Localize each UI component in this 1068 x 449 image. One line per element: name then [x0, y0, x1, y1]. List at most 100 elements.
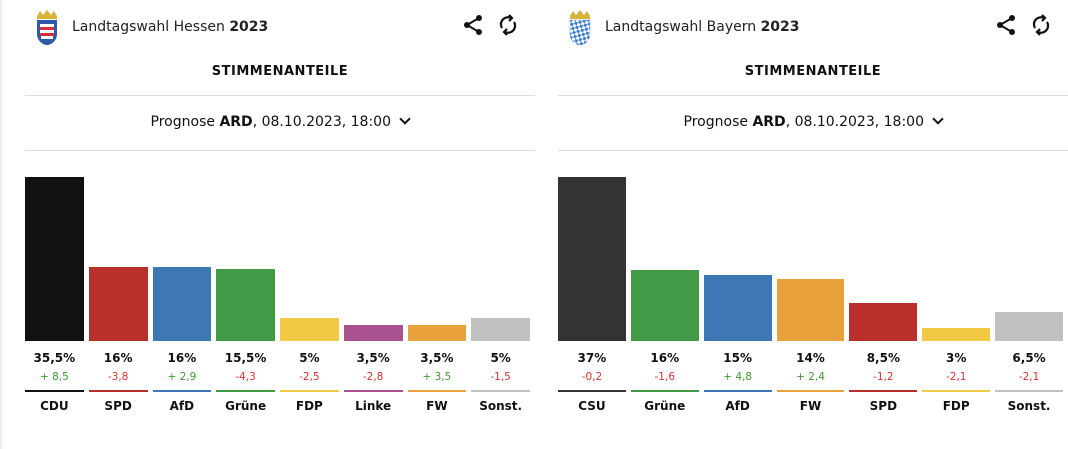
- diff-label: -1,5: [490, 371, 511, 383]
- bar: [407, 324, 467, 341]
- party-AfD: 16% + 2,9 AfD: [152, 170, 212, 415]
- vote-share-chart: 37% -0,2 CSU 16% -1,6 Grüne 15% + 4,8 Af…: [558, 170, 1068, 415]
- divider: [25, 150, 535, 151]
- panel-header: Landtagswahl Hessen 2023: [35, 8, 535, 48]
- bar: [630, 270, 699, 341]
- value-label: 37%: [577, 351, 607, 365]
- party-label: AfD: [725, 399, 750, 413]
- party-color-line: [776, 390, 845, 392]
- party-color-line: [995, 390, 1063, 392]
- divider: [558, 150, 1068, 151]
- diff-label: -1,2: [873, 371, 894, 383]
- party-SPD: 8,5% -1,2 SPD: [849, 170, 918, 415]
- party-FW: 3,5% + 3,5 FW: [407, 170, 467, 415]
- diff-label: -4,3: [235, 371, 256, 383]
- refresh-icon[interactable]: [496, 13, 522, 39]
- bar: [995, 312, 1063, 341]
- diff-label: -2,1: [1018, 371, 1040, 383]
- party-SPD: 16% -3,8 SPD: [88, 170, 148, 415]
- party-label: Sonst.: [1007, 399, 1051, 413]
- party-color-line: [558, 390, 626, 392]
- party-Linke: 3,5% -2,8 Linke: [343, 170, 403, 415]
- diff-label: -2,5: [299, 371, 320, 383]
- party-label: CDU: [40, 399, 69, 413]
- party-color-line: [25, 390, 84, 392]
- party-color-line: [471, 390, 530, 392]
- value-label: 3,5%: [356, 351, 390, 365]
- diff-label: + 8,5: [39, 371, 69, 383]
- party-CDU: 35,5% + 8,5 CDU: [25, 170, 84, 415]
- diff-label: + 2,4: [796, 371, 825, 383]
- left-edge: [0, 0, 2, 449]
- bar: [471, 317, 530, 341]
- party-label: FW: [426, 399, 448, 413]
- bar: [25, 177, 84, 341]
- party-label: Grüne: [644, 399, 686, 413]
- value-label: 16%: [103, 351, 133, 365]
- bar: [849, 303, 918, 341]
- diff-label: + 4,8: [723, 371, 753, 383]
- value-label: 16%: [167, 351, 197, 365]
- party-color-line: [849, 390, 918, 392]
- bar: [88, 267, 148, 341]
- party-label: Grüne: [225, 399, 267, 413]
- value-label: 15%: [723, 351, 752, 365]
- bar: [280, 317, 339, 341]
- divider: [25, 95, 535, 96]
- diff-label: + 3,5: [422, 371, 452, 383]
- value-label: 16%: [650, 351, 680, 365]
- diff-label: -2,8: [362, 371, 384, 383]
- bar: [216, 269, 275, 341]
- party-CSU: 37% -0,2 CSU: [558, 170, 626, 415]
- chevron-down-icon: [399, 113, 412, 125]
- diff-label: + 2,9: [167, 371, 197, 383]
- value-label: 5%: [490, 351, 511, 365]
- party-Sonst.: 5% -1,5 Sonst.: [471, 170, 530, 415]
- party-color-line: [280, 390, 339, 392]
- election-title: Landtagswahl Hessen 2023: [72, 19, 269, 35]
- bar: [152, 267, 212, 341]
- party-label: FW: [799, 399, 822, 413]
- bayern-panel: Landtagswahl Bayern 2023 STIMMENANTEILE …: [558, 0, 1068, 449]
- diff-label: -0,2: [581, 371, 603, 383]
- party-label: Sonst.: [479, 399, 523, 413]
- party-Grüne: 15,5% -4,3 Grüne: [216, 170, 275, 415]
- party-label: CSU: [578, 399, 606, 413]
- value-label: 15,5%: [224, 351, 267, 365]
- party-label: FDP: [295, 399, 323, 413]
- bar: [343, 324, 403, 341]
- bar: [922, 327, 991, 341]
- value-label: 35,5%: [33, 351, 76, 365]
- party-color-line: [343, 390, 403, 392]
- refresh-icon[interactable]: [1029, 13, 1055, 39]
- election-title: Landtagswahl Bayern 2023: [605, 19, 800, 35]
- bayern-coat-of-arms-logo: [568, 10, 592, 46]
- vote-share-chart: 35,5% + 8,5 CDU 16% -3,8 SPD 16% + 2,9 A…: [25, 170, 535, 415]
- share-icon[interactable]: [461, 13, 487, 39]
- party-label: SPD: [869, 399, 898, 413]
- diff-label: -1,6: [654, 371, 676, 383]
- party-color-line: [216, 390, 275, 392]
- section-title: STIMMENANTEILE: [211, 64, 349, 79]
- bar: [558, 177, 626, 341]
- chevron-down-icon: [932, 113, 945, 125]
- party-AfD: 15% + 4,8 AfD: [703, 170, 772, 415]
- forecast-selector[interactable]: Prognose ARD, 08.10.2023, 18:00: [558, 113, 1068, 130]
- value-label: 3%: [946, 351, 967, 365]
- party-color-line: [922, 390, 991, 392]
- party-FDP: 5% -2,5 FDP: [280, 170, 339, 415]
- value-label: 5%: [299, 351, 320, 365]
- value-label: 14%: [796, 351, 825, 365]
- party-Grüne: 16% -1,6 Grüne: [630, 170, 699, 415]
- party-label: SPD: [104, 399, 132, 413]
- value-label: 3,5%: [420, 351, 454, 365]
- party-label: FDP: [942, 399, 970, 413]
- section-title: STIMMENANTEILE: [744, 64, 882, 79]
- share-icon[interactable]: [994, 13, 1020, 39]
- diff-label: -2,1: [945, 371, 967, 383]
- diff-label: -3,8: [107, 371, 129, 383]
- party-color-line: [88, 390, 148, 392]
- forecast-selector[interactable]: Prognose ARD, 08.10.2023, 18:00: [25, 113, 535, 130]
- value-label: 6,5%: [1012, 351, 1046, 365]
- party-color-line: [152, 390, 212, 392]
